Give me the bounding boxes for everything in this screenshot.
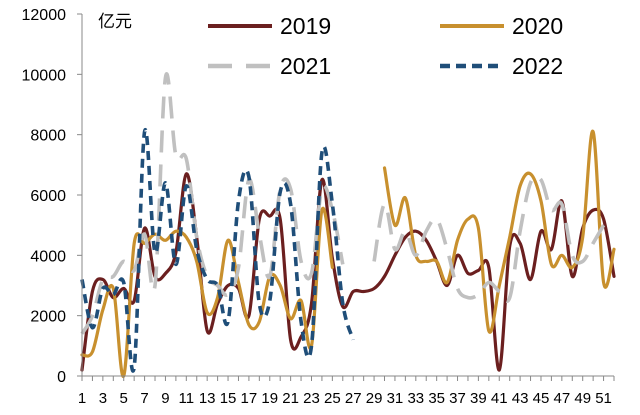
y-axis-label: 亿元	[98, 12, 132, 31]
y-tick-label: 6000	[30, 188, 66, 205]
x-tick-label: 1	[78, 390, 86, 407]
x-tick-labels: 1 3 5 7 9 11 13 15 17 19 21 23 25 27 29 31 33 35 37 39 41 43 4…	[78, 390, 612, 407]
x-tick-label: 39	[470, 390, 487, 407]
x-tick-label: 7	[140, 390, 148, 407]
x-tick-label: 5	[120, 390, 128, 407]
x-tick-label: 21	[282, 390, 299, 407]
x-tick-label: 9	[161, 390, 169, 407]
series-lines	[80, 72, 616, 378]
x-tick-label: 31	[387, 390, 404, 407]
y-tick-label: 8000	[30, 128, 66, 145]
y-tick-label: 0	[57, 369, 66, 386]
y-tick-label: 10000	[22, 67, 67, 84]
x-tick-label: 37	[449, 390, 466, 407]
x-tick-label: 43	[512, 390, 529, 407]
x-tick-label: 11	[179, 390, 195, 407]
series-line-2022	[80, 127, 355, 373]
x-tick-label: 13	[199, 390, 216, 407]
x-tick-label: 23	[303, 390, 320, 407]
legend-label-2020: 2020	[512, 13, 563, 39]
x-tick-label: 19	[261, 390, 278, 407]
axes	[77, 13, 615, 381]
series-line-2021	[80, 72, 606, 335]
legend-label-2022: 2022	[512, 53, 563, 79]
x-tick-label: 41	[491, 390, 508, 407]
x-tick-label: 35	[428, 390, 445, 407]
legend-label-2021: 2021	[280, 53, 331, 79]
y-tick-label: 12000	[22, 7, 67, 24]
x-tick-label: 29	[366, 390, 383, 407]
y-tick-label: 2000	[30, 309, 66, 326]
x-tick-label: 49	[574, 390, 591, 407]
x-tick-label: 45	[533, 390, 550, 407]
y-tick-label: 4000	[30, 248, 66, 265]
x-tick-label: 51	[595, 390, 612, 407]
y-tick-labels: 0 2000 4000 6000 8000 10000 12000	[22, 7, 67, 386]
x-tick-label: 17	[241, 390, 258, 407]
x-tick-label: 25	[324, 390, 341, 407]
x-tick-label: 3	[99, 390, 107, 407]
x-tick-label: 33	[407, 390, 424, 407]
legend-label-2019: 2019	[280, 13, 331, 39]
series-line-2019	[80, 172, 616, 372]
x-tick-label: 47	[553, 390, 570, 407]
legend: 2019 2020 2021 2022	[208, 13, 563, 79]
x-tick-label: 15	[220, 390, 237, 407]
x-tick-label: 27	[345, 390, 362, 407]
